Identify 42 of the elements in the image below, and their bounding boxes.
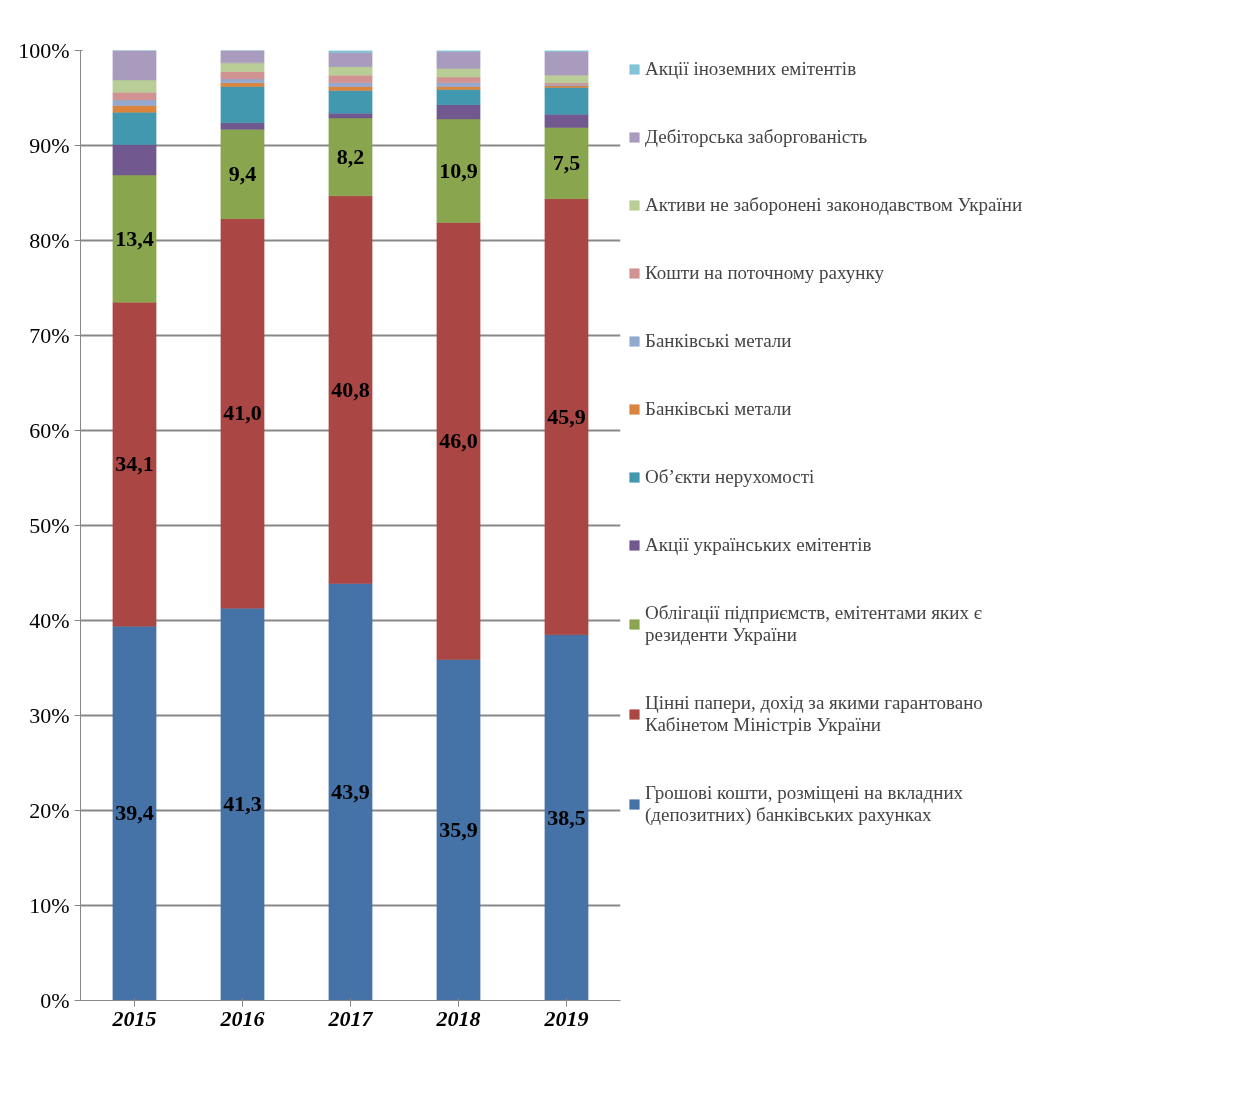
y-tick-label: 50%: [29, 513, 70, 538]
data-label: 8,2: [336, 143, 365, 169]
data-label: 9,4: [228, 161, 257, 186]
data-label: 46,0: [439, 427, 478, 453]
legend-label: Акції іноземних емітентів: [645, 58, 857, 80]
data-label: 41,3: [223, 791, 262, 817]
data-label: 39,4: [115, 800, 154, 826]
y-tick-label: 60%: [29, 418, 70, 443]
legend-label: Активи не заборонені законодавством України: [645, 194, 1023, 216]
y-tick-label: 100%: [18, 38, 70, 63]
y-tick-label: 20%: [29, 798, 70, 823]
data-label: 7,5: [552, 150, 581, 176]
legend-label: Грошові кошти, розміщені на вкладних (депозитних) банківських рахунках: [645, 782, 964, 826]
legend-label: Облігації підприємств, емітентами яких є резиденти України: [645, 602, 982, 646]
y-tick-label: 40%: [29, 608, 70, 633]
x-tick-label: 2017: [327, 1005, 374, 1031]
data-label: 35,9: [439, 816, 478, 842]
y-tick-label: 10%: [29, 893, 70, 918]
y-tick-label: 70%: [29, 323, 70, 348]
y-tick-label: 80%: [29, 228, 70, 253]
x-tick-label: 2018: [435, 1005, 481, 1031]
legend-label: Акції українських емітентів: [645, 534, 872, 556]
data-label: 43,9: [331, 778, 370, 804]
legend-label: Цінні папери, дохід за якими гарантовано Кабінетом Міністрів України: [645, 692, 983, 736]
legend-label: Кошти на поточному рахунку: [645, 262, 884, 284]
legend-label: Банківські метали: [645, 330, 792, 352]
x-tick-label: 2019: [543, 1005, 589, 1031]
data-label: 13,4: [115, 225, 154, 251]
y-tick-label: 90%: [29, 133, 70, 158]
data-label: 38,5: [547, 804, 586, 830]
data-label: 34,1: [115, 451, 154, 477]
data-label: 40,8: [331, 376, 370, 402]
legend-label: Дебіторська заборгованість: [645, 126, 868, 148]
y-tick-label: 30%: [29, 703, 70, 728]
legend-label: Об’єкти нерухомості: [645, 466, 815, 488]
y-tick-label: 0%: [40, 988, 70, 1013]
x-tick-label: 2016: [219, 1005, 265, 1031]
data-label: 45,9: [547, 403, 586, 429]
x-tick-label: 2015: [111, 1005, 157, 1031]
data-label: 10,9: [439, 157, 478, 183]
legend-label: Банківські метали: [645, 398, 792, 420]
data-label: 41,0: [223, 400, 262, 426]
